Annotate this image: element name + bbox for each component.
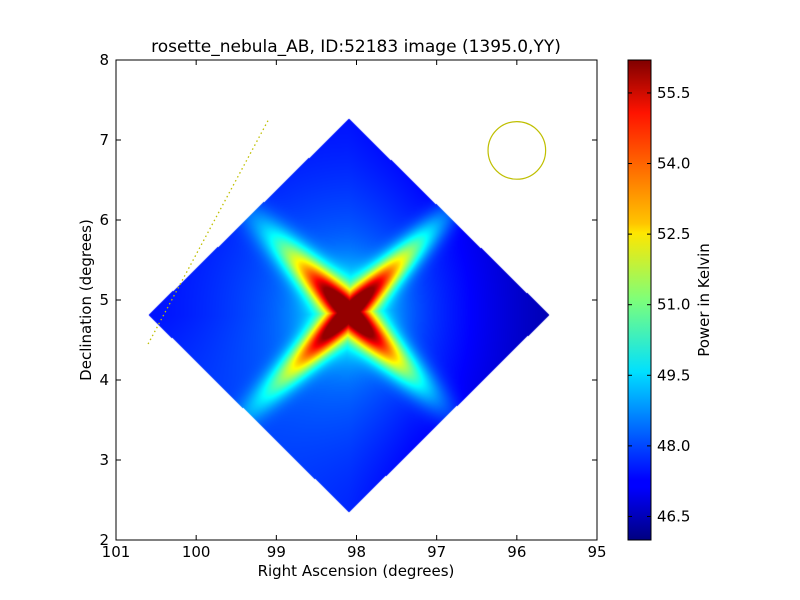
beam-circle	[487, 120, 547, 180]
heatmap-image	[116, 60, 597, 540]
x-tick-label: 95	[587, 543, 606, 561]
colorbar-tick-label: 55.5	[657, 84, 690, 102]
x-tick-label: 97	[427, 543, 446, 561]
heatmap	[116, 60, 597, 540]
colorbar-tick-label: 54.0	[657, 155, 690, 173]
y-tick-label: 4	[99, 371, 109, 389]
y-axis-ticks: 2 3 4 5 6 7 8	[99, 51, 597, 549]
y-tick-label: 2	[99, 531, 109, 549]
colorbar-tick-label: 51.0	[657, 296, 690, 314]
x-axis-ticks: 101 100 99 98 97 96 95	[102, 60, 607, 561]
y-tick-label: 6	[99, 211, 109, 229]
x-tick-label: 101	[102, 543, 131, 561]
chart-title: rosette_nebula_AB, ID:52183 image (1395.…	[151, 37, 561, 57]
dotted-line	[147, 119, 269, 345]
colorbar-tick-label: 49.5	[657, 366, 690, 384]
y-tick-label: 5	[99, 291, 109, 309]
y-tick-label: 7	[99, 131, 109, 149]
y-tick-label: 3	[99, 451, 109, 469]
x-tick-label: 98	[347, 543, 366, 561]
x-axis-label: Right Ascension (degrees)	[258, 562, 455, 580]
colorbar	[627, 59, 652, 541]
x-tick-label: 99	[267, 543, 286, 561]
x-tick-label: 96	[507, 543, 526, 561]
x-tick-label: 100	[182, 543, 211, 561]
colorbar-ticks: 46.5 48.0 49.5 51.0 52.5 54.0 55.5	[628, 84, 690, 525]
colorbar-tick-label: 52.5	[657, 225, 690, 243]
colorbar-tick-label: 48.0	[657, 437, 690, 455]
colorbar-label: Power in Kelvin	[695, 243, 713, 357]
y-axis-label: Declination (degrees)	[77, 219, 95, 381]
colorbar-tick-label: 46.5	[657, 507, 690, 525]
y-tick-label: 8	[99, 51, 109, 69]
